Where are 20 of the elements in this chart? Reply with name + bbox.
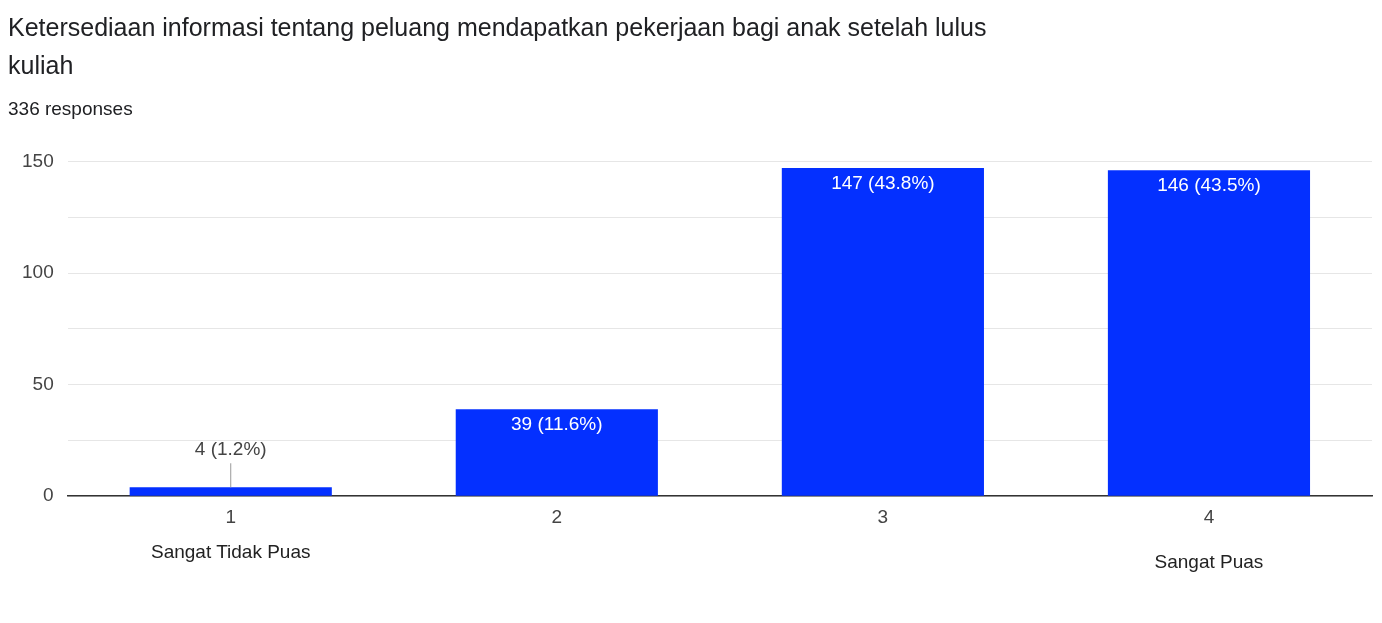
bar — [1107, 170, 1311, 496]
y-tick-label: 100 — [22, 261, 54, 283]
bar — [129, 487, 332, 496]
text: Sangat Tidak Puas — [150, 540, 311, 562]
x-tick-label: 3 — [877, 505, 889, 527]
data-label: 39 (11.6%) — [511, 412, 603, 434]
x-tick-label: 1 — [225, 505, 237, 527]
data-label: 4 (1.2%) — [194, 438, 267, 460]
x-tick-label: 2 — [551, 505, 563, 527]
chart-title: Ketersediaan informasi tentang peluang mendapatkan pekerjaan bagi anak setelah lulus kuliah — [8, 12, 988, 81]
y-tick-label: 150 — [22, 149, 54, 171]
data-label: 146 (43.5%) — [1157, 174, 1261, 196]
x-tick-label: 4 — [1203, 505, 1215, 527]
y-tick-label: 50 — [32, 372, 54, 394]
chart-subtitle: 336 responses — [8, 98, 134, 120]
text: Sangat Puas — [1154, 550, 1264, 572]
y-tick-label: 0 — [43, 484, 54, 506]
bar — [781, 168, 984, 496]
data-label: 147 (43.8%) — [831, 171, 935, 193]
bar — [455, 409, 658, 496]
